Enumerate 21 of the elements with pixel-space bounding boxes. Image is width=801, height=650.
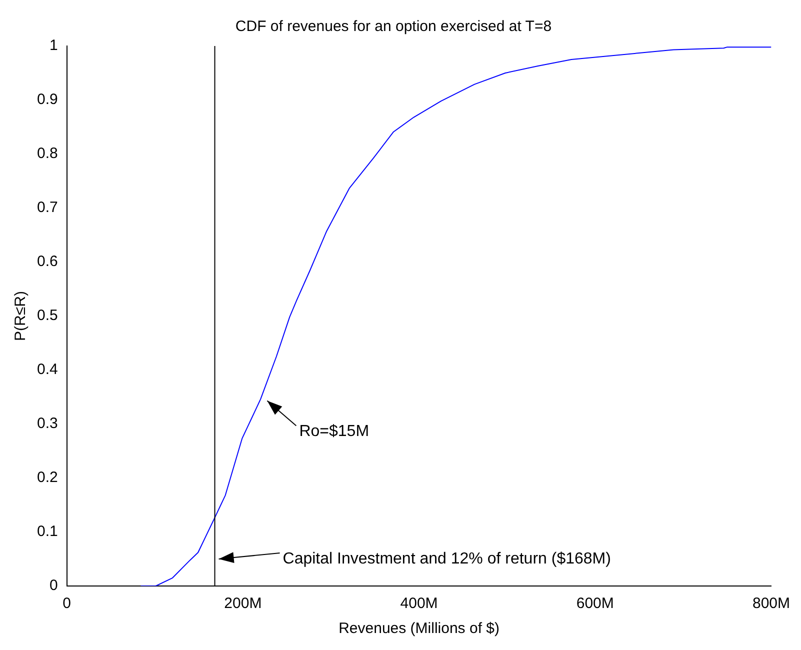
y-axis-title: P(R≤R)	[12, 291, 30, 341]
chart-title: CDF of revenues for an option exercised at T=8	[235, 18, 552, 36]
x-tick-label: 200M	[224, 595, 262, 612]
y-tick-label: 0.7	[36, 199, 58, 216]
y-tick-label: 0.4	[36, 361, 58, 378]
y-tick-label: 0.9	[36, 91, 58, 108]
y-tick-label: 0.1	[36, 523, 58, 540]
y-tick-label: 0.6	[36, 253, 58, 270]
y-tick-label: 0.3	[36, 415, 58, 432]
y-tick-label: 0.5	[36, 307, 58, 324]
y-tick-label: 0.8	[36, 145, 58, 162]
y-tick-label: 0.2	[36, 469, 58, 486]
annotation: Ro=$15M	[299, 423, 370, 440]
x-axis-title: Revenues (Millions of $)	[338, 620, 500, 638]
x-tick-label: 600M	[576, 595, 614, 612]
y-tick-label: 0	[50, 577, 58, 594]
x-tick-label: 400M	[400, 595, 438, 612]
x-tick-label: 0	[62, 595, 72, 612]
annotation: Capital Investment and 12% of return ($168M)	[282, 550, 611, 568]
x-tick-label: 800M	[752, 595, 790, 612]
y-tick-label: 1	[50, 37, 58, 54]
